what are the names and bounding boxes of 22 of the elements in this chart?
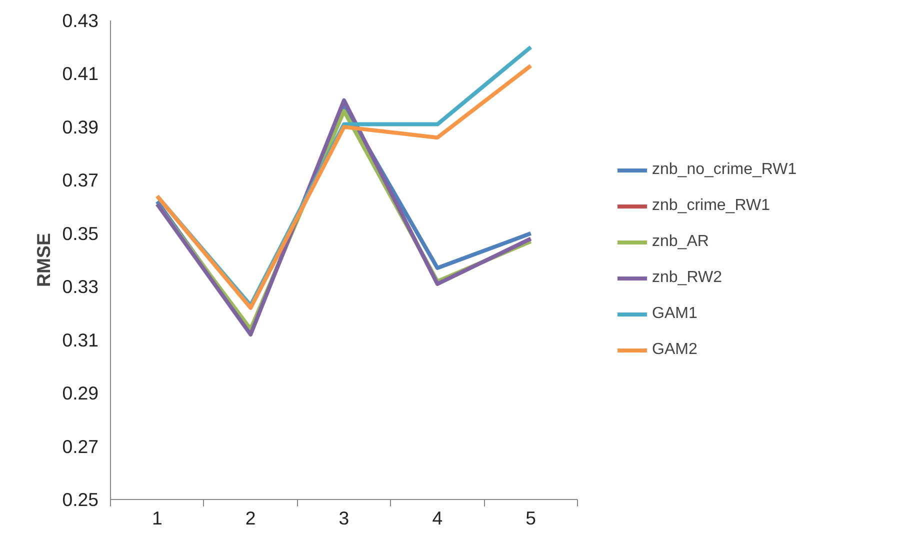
y-tick-label: 0.35	[62, 222, 98, 244]
y-tick-label: 0.25	[62, 489, 98, 510]
x-tick-label: 1	[152, 508, 162, 528]
y-tick-label: 0.33	[62, 276, 98, 298]
x-tick-label: 5	[526, 508, 536, 528]
y-tick-label: 0.37	[62, 170, 98, 191]
x-tick-label: 3	[338, 508, 350, 528]
x-tick-label: 4	[432, 508, 443, 528]
legend-label: GAM1	[652, 304, 698, 322]
legend-label: znb_AR	[652, 232, 709, 250]
legend-label: znb_RW2	[652, 268, 722, 286]
legend-label: znb_no_crime_RW1	[652, 160, 797, 178]
y-tick-label: 0.39	[62, 116, 98, 138]
y-tick-label: 0.31	[62, 329, 98, 350]
y-axis-title: RMSE	[33, 233, 54, 287]
x-tick-label: 2	[245, 508, 256, 528]
legend-label: GAM2	[652, 340, 698, 358]
y-tick-label: 0.27	[62, 436, 98, 457]
legend-label: znb_crime_RW1	[652, 196, 770, 214]
y-tick-label: 0.41	[62, 63, 98, 84]
y-tick-label: 0.29	[62, 382, 98, 404]
y-tick-label: 0.43	[62, 10, 98, 31]
